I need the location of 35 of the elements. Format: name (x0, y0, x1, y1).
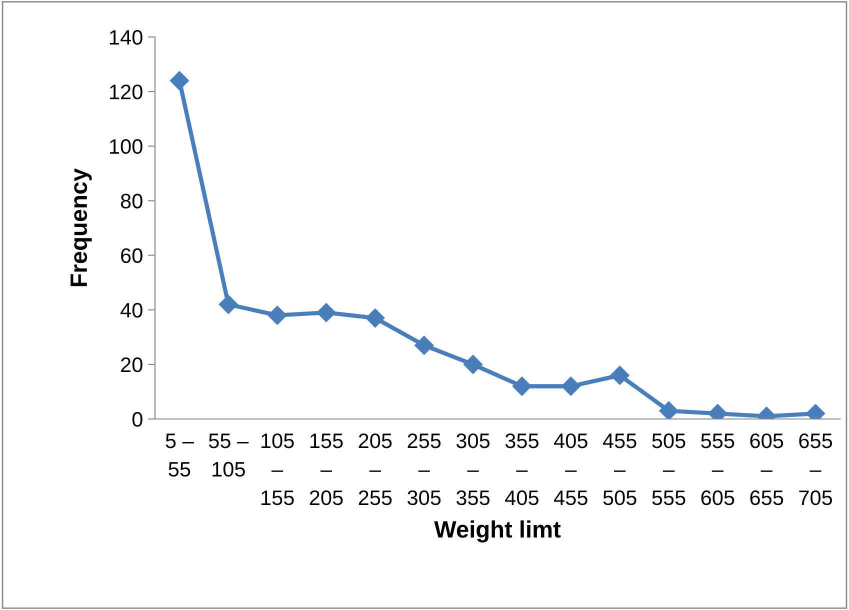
y-tick-label: 140 (110, 30, 142, 45)
point (366, 308, 385, 328)
point (464, 354, 483, 374)
x-tick-label: 655 – 705 (799, 433, 832, 506)
y-tick-label: 80 (120, 194, 142, 208)
point (268, 306, 287, 325)
point (512, 376, 532, 396)
point (610, 366, 630, 385)
x-axis-title: Weight limt (434, 520, 561, 542)
x-tick-label: 555 – 605 (701, 434, 734, 506)
point (316, 303, 336, 322)
point (659, 401, 678, 419)
x-tick-label: 405 – 455 (554, 433, 588, 506)
x-tick-label: 55 – 105 (208, 434, 249, 477)
x-tick-label: 255 – 305 (408, 433, 441, 506)
y-tick-label: 20 (121, 357, 142, 372)
y-tick-label: 0 (132, 412, 142, 427)
x-tick-label: 205 – 255 (358, 433, 392, 506)
y-axis-title: Frequency (70, 168, 92, 286)
point (414, 336, 434, 355)
point (170, 71, 189, 90)
y-tick-label: 100 (110, 139, 142, 154)
x-tick-label: 155 – 205 (310, 434, 343, 506)
point (218, 294, 238, 314)
y-tick-label: 60 (121, 248, 142, 264)
y-tick-label: 40 (120, 302, 142, 318)
x-tick-label: 455 – 505 (602, 434, 636, 506)
x-tick-label: 305 – 355 (456, 433, 490, 506)
x-tick-label: 105 – 155 (262, 433, 294, 506)
y-tick-label: 120 (110, 84, 142, 100)
point (561, 376, 580, 396)
x-tick-label: 605 – 655 (750, 433, 784, 506)
x-tick-label: 505 – 555 (652, 433, 686, 506)
x-tick-label: 5 – 55 (166, 434, 194, 477)
x-tick-label: 355 – 405 (505, 433, 538, 506)
